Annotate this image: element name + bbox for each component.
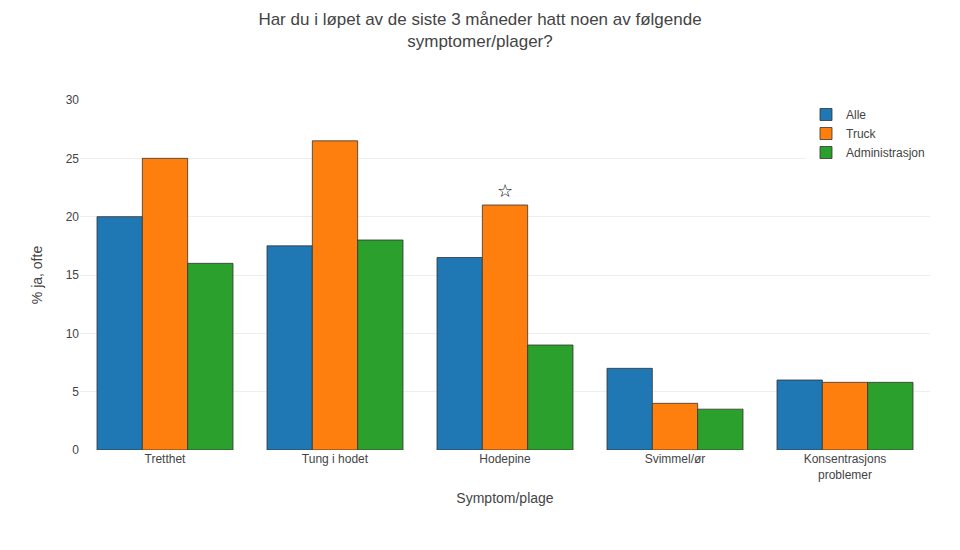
svg-text:10: 10 [66,327,80,341]
svg-text:Konsentrasjonsproblemer: Konsentrasjonsproblemer [804,452,887,482]
svg-text:Svimmel/ør: Svimmel/ør [645,452,706,466]
svg-text:25: 25 [66,152,80,166]
svg-text:Hodepine: Hodepine [479,452,531,466]
svg-text:Truck: Truck [846,127,877,141]
svg-text:Administrasjon: Administrasjon [846,146,925,160]
svg-text:Alle: Alle [846,108,866,122]
svg-text:15: 15 [66,268,80,282]
svg-text:30: 30 [66,93,80,107]
svg-text:% ja, ofte: % ja, ofte [29,246,45,305]
svg-text:Tung i hodet: Tung i hodet [302,452,369,466]
svg-text:Symptom/plage: Symptom/plage [456,490,553,506]
svg-text:☆: ☆ [497,180,513,201]
svg-text:5: 5 [72,385,79,399]
svg-text:20: 20 [66,210,80,224]
svg-text:Har du i løpet av de siste 3 m: Har du i løpet av de siste 3 måneder hat… [258,10,701,51]
svg-text:0: 0 [72,443,79,457]
svg-text:Tretthet: Tretthet [145,452,187,466]
